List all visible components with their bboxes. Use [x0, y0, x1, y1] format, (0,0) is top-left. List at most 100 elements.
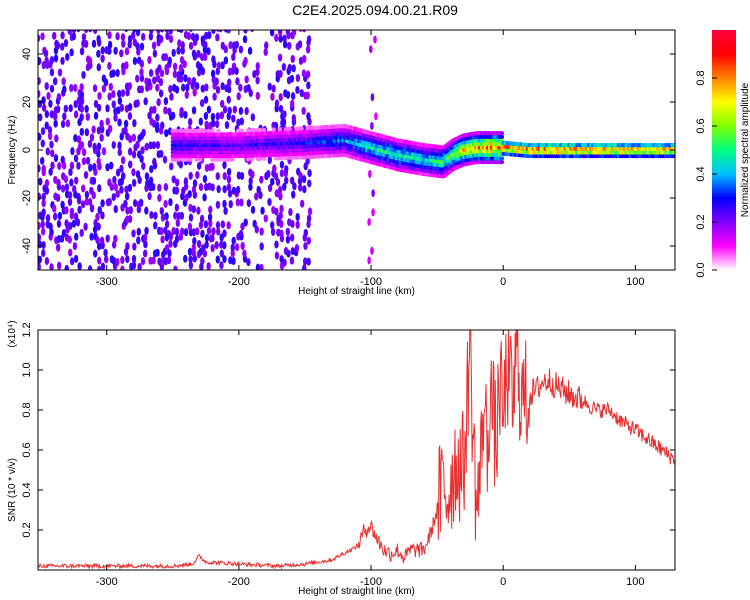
spectrogram-y-label: Frequency (Hz): [7, 116, 18, 185]
x-tick-label: -300: [96, 576, 118, 588]
spectrogram-cell: [222, 199, 227, 208]
snr-y-label: SNR (10 * v/v): [7, 458, 18, 522]
spectrogram-cell: [203, 40, 208, 49]
spectrogram-cell: [269, 221, 275, 230]
spectrogram-cell: [207, 213, 213, 222]
spectrogram-cell: [174, 128, 179, 133]
spectrogram-cell: [107, 197, 112, 206]
spectrogram-cell: [38, 233, 42, 242]
spectrogram-cell: [274, 33, 279, 42]
spectrogram-cell: [119, 103, 125, 112]
spectrogram-cell: [245, 128, 251, 133]
spectrogram-cell: [170, 111, 176, 120]
spectrogram-cell: [167, 56, 172, 65]
spectrogram-cell: [215, 227, 221, 236]
spectrogram-cell: [306, 35, 312, 44]
spectrogram-cell: [135, 170, 141, 179]
spectrogram-cell: [132, 242, 137, 251]
spectrogram-cell: [206, 105, 212, 114]
spectrogram-cell: [234, 243, 240, 252]
colorbar-tick-label: 0.2: [695, 214, 707, 229]
spectrogram-cell: [290, 99, 295, 108]
spectrogram-cell: [92, 225, 98, 234]
spectrogram-cell: [168, 30, 173, 35]
spectrogram-cell: [116, 106, 121, 115]
spectrogram-cell: [178, 160, 184, 169]
spectrogram-cell: [49, 68, 55, 77]
spectrogram-cell: [271, 84, 276, 93]
spectrogram-cell: [120, 256, 125, 265]
spectrogram-cell: [243, 218, 248, 227]
spectrogram-cell: [211, 30, 216, 35]
spectrogram-cell: [169, 92, 174, 101]
x-tick-label: 100: [626, 276, 644, 288]
spectrogram-cell: [131, 254, 137, 263]
spectrogram-cell: [206, 262, 211, 270]
spectrogram-cell: [69, 48, 74, 57]
spectrogram-cell: [238, 83, 243, 92]
spectrogram-cell: [148, 69, 154, 78]
spectrogram-cell: [111, 90, 116, 99]
spectrogram-cell: [131, 168, 136, 177]
spectrogram-cell: [120, 265, 125, 270]
spectrogram-cell: [51, 204, 57, 213]
spectrogram-cell: [188, 261, 194, 270]
spectrogram-cell: [184, 193, 189, 202]
spectrogram-cell: [307, 169, 312, 178]
spectrogram-cell: [80, 184, 86, 193]
y-tick-label: -20: [21, 190, 33, 206]
spectrogram-cell: [231, 53, 236, 62]
spectrogram-cell: [40, 227, 46, 236]
spectrogram-cell: [131, 261, 137, 270]
spectrogram-cell: [115, 168, 121, 177]
spectrogram-cell: [216, 185, 221, 194]
spectrogram-cell: [96, 126, 102, 135]
y-tick-label: 40: [21, 48, 33, 60]
spectrogram-cell: [183, 74, 188, 83]
spectrogram-cell: [177, 39, 182, 48]
spectrogram-cell: [242, 35, 248, 44]
spectrogram-cell: [84, 104, 89, 113]
spectrogram-cell: [215, 172, 220, 181]
spectrogram-cell: [295, 85, 300, 94]
spectrogram-cell: [107, 61, 112, 70]
spectrogram-cell: [199, 99, 205, 108]
spectrogram-cell: [267, 198, 272, 207]
spectrogram-cell: [270, 227, 276, 236]
spectrogram-cell: [227, 189, 233, 198]
spectrogram-cell: [240, 241, 245, 250]
spectrogram-cell: [187, 190, 192, 199]
colorbar-tick-label: 0.4: [695, 166, 707, 181]
spectrogram-cell: [84, 197, 89, 206]
spectrogram-cell: [157, 193, 162, 202]
spectrogram-cell: [105, 234, 110, 243]
spectrogram-cell: [191, 106, 197, 115]
spectrogram-cell: [120, 156, 126, 165]
spectrogram-cell: [240, 222, 245, 231]
spectrogram-cell: [79, 141, 85, 150]
spectrogram-cell: [255, 76, 260, 85]
spectrogram-cell: [279, 229, 284, 238]
spectrogram-cell: [158, 78, 164, 87]
y-tick-label: 20: [21, 96, 33, 108]
spectrogram-cell: [274, 189, 280, 198]
spectrogram-cell: [171, 48, 176, 57]
spectrogram-cell: [267, 82, 272, 91]
spectrogram-cell: [100, 46, 105, 55]
spectrogram-cell: [215, 255, 220, 264]
spectrogram-cell: [230, 249, 235, 258]
snr-x-ticks: -300 -200 -100 0 100: [96, 330, 645, 588]
spectrogram-cell: [124, 47, 130, 56]
spectrogram-cell: [206, 128, 211, 133]
spectrogram-cell: [179, 106, 184, 115]
spectrogram-cell: [38, 255, 42, 264]
spectrogram-cell: [149, 30, 154, 35]
spectrogram-cell: [160, 213, 166, 222]
spectrogram-cell: [111, 140, 116, 149]
spectrogram-cell: [76, 135, 82, 144]
spectrogram-cell: [92, 84, 98, 93]
spectrogram-cell: [222, 229, 227, 238]
spectrogram-cell: [142, 233, 148, 242]
spectrogram-cell: [274, 240, 279, 249]
spectrogram-cell: [46, 91, 51, 100]
